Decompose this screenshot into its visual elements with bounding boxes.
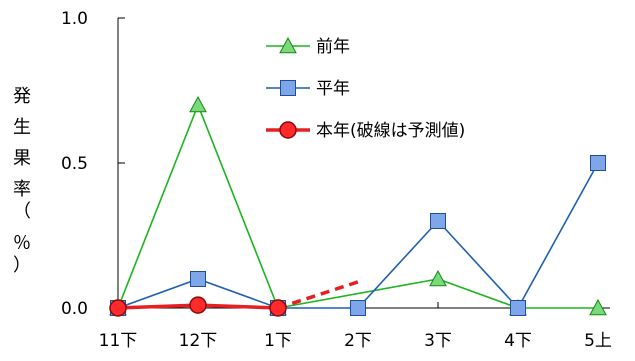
- y-tick-label: 0.0: [61, 299, 88, 319]
- y-axis-label-char: ％: [13, 233, 31, 254]
- y-axis-label-char: 生: [13, 117, 31, 138]
- square-marker: [510, 300, 526, 316]
- x-tick-label: 4下: [504, 331, 532, 351]
- x-tick-label: 12下: [179, 331, 218, 351]
- series-circle: [109, 280, 359, 317]
- y-tick-label: 0.5: [61, 154, 88, 174]
- triangle-marker: [429, 269, 447, 287]
- y-tick-label: 1.0: [61, 9, 88, 29]
- x-tick-label: 2下: [344, 331, 372, 351]
- square-marker: [190, 271, 206, 287]
- square-marker: [350, 300, 366, 316]
- series-square: [110, 155, 606, 316]
- y-axis-label-char: 果: [13, 148, 31, 169]
- square-marker: [590, 155, 606, 171]
- legend-label: 前年: [316, 37, 350, 57]
- x-tick-label: 11下: [99, 331, 138, 351]
- series-line-bridge: [277, 278, 439, 309]
- square-marker: [430, 213, 446, 229]
- triangle-marker: [589, 298, 607, 316]
- x-tick-label: 1下: [264, 331, 292, 351]
- y-axis-label-char: ）: [13, 255, 31, 276]
- legend-circle-marker: [279, 121, 297, 139]
- series-layer: [109, 95, 607, 317]
- x-tick-label: 5上: [584, 331, 612, 351]
- legend-square-marker: [280, 80, 296, 96]
- circle-marker: [189, 296, 207, 314]
- x-tick-label: 3下: [424, 331, 452, 351]
- y-axis-label-char: （: [13, 201, 31, 222]
- legend-triangle-marker: [279, 36, 297, 54]
- circle-marker: [109, 299, 127, 317]
- y-axis-label-char: 率: [13, 179, 31, 200]
- axes: 0.0 0.5 1.0 11下 12下 1下 2下 3下 4下 5上: [61, 9, 612, 351]
- legend-label: 平年: [316, 79, 350, 99]
- legend-label: 本年(破線は予測値): [316, 121, 465, 141]
- circle-marker: [269, 299, 287, 317]
- y-axis-label-char: 発: [13, 86, 31, 107]
- triangle-marker: [189, 95, 207, 113]
